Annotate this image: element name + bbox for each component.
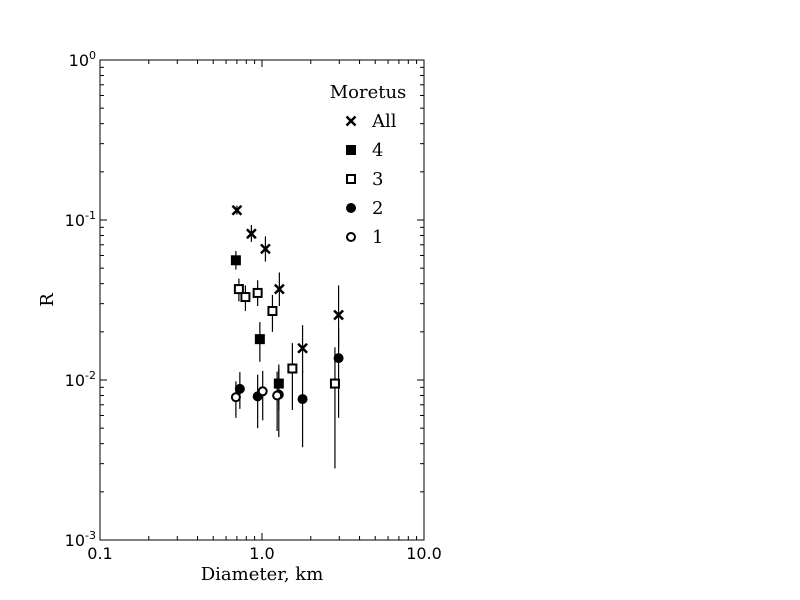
legend-marker	[346, 203, 356, 213]
legend-label: All	[371, 111, 397, 132]
data-point	[333, 353, 344, 364]
data-point	[329, 378, 340, 389]
y-tick-label: 100	[69, 49, 96, 70]
data-point	[246, 228, 257, 240]
data-point	[297, 394, 308, 405]
legend-marker	[346, 174, 356, 184]
data-point	[287, 363, 298, 374]
data-point	[230, 392, 241, 403]
legend: Moretus All 4 3 2 1	[330, 82, 407, 248]
data-point	[267, 305, 278, 316]
data-point	[333, 309, 344, 321]
x-axis-label: Diameter, km	[201, 564, 324, 585]
axis-ticks	[99, 60, 424, 541]
y-tick-label: 10-2	[65, 369, 96, 390]
data-point	[273, 378, 284, 389]
data-point	[297, 342, 308, 354]
y-tick-label: 10-3	[65, 529, 96, 550]
x-tick-label: 0.1	[87, 544, 112, 563]
legend-title: Moretus	[330, 82, 407, 103]
data-point	[254, 334, 265, 345]
data-point	[240, 292, 251, 303]
x-tick-label: 10.0	[406, 544, 442, 563]
legend-label: 2	[372, 198, 383, 219]
legend-marker	[346, 232, 356, 242]
y-tick-label: 10-1	[65, 209, 96, 230]
data-point	[272, 390, 283, 401]
data-point	[234, 383, 245, 394]
legend-label: 4	[372, 140, 383, 161]
data-markers	[230, 204, 344, 405]
legend-label: 3	[372, 169, 383, 190]
error-bars	[235, 205, 340, 469]
data-point	[257, 386, 268, 397]
data-point	[252, 287, 263, 298]
data-point	[260, 243, 271, 255]
data-point	[273, 283, 285, 295]
legend-marker	[345, 115, 357, 127]
y-axis-label: R	[37, 293, 58, 307]
data-point	[231, 204, 243, 216]
data-point	[233, 284, 244, 295]
x-tick-label: 1.0	[249, 544, 274, 563]
legend-marker	[346, 145, 356, 155]
legend-label: 1	[372, 227, 383, 248]
plot-frame	[99, 59, 425, 541]
data-point	[230, 255, 241, 266]
tick-labels: 0.1 1.0 10.0 10-3 10-2 10-1 100	[65, 49, 442, 563]
